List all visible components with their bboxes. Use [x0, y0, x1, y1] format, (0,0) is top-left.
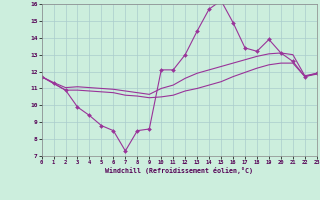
X-axis label: Windchill (Refroidissement éolien,°C): Windchill (Refroidissement éolien,°C) — [105, 167, 253, 174]
